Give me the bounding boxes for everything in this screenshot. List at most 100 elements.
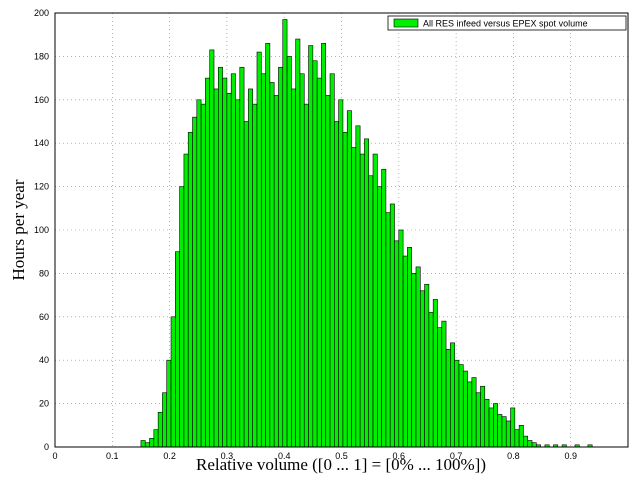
bar bbox=[329, 73, 335, 448]
plot-frame bbox=[54, 12, 629, 448]
bar bbox=[179, 186, 185, 448]
bar bbox=[334, 121, 339, 448]
x-tick-label: 0.2 bbox=[163, 451, 176, 461]
bar bbox=[510, 407, 516, 448]
legend-box bbox=[387, 15, 627, 31]
y-tick-label: 100 bbox=[34, 225, 49, 235]
bar bbox=[278, 66, 284, 448]
bar bbox=[260, 73, 266, 448]
bar bbox=[475, 392, 481, 448]
y-tick-label: 200 bbox=[34, 8, 49, 18]
bar bbox=[501, 416, 507, 448]
bar bbox=[381, 168, 387, 448]
x-tick-label: 0.4 bbox=[278, 451, 291, 461]
bar bbox=[282, 19, 288, 448]
x-tick-label: 0.8 bbox=[507, 451, 520, 461]
bar bbox=[299, 73, 305, 448]
bar bbox=[235, 99, 241, 448]
bar bbox=[484, 398, 490, 448]
bar bbox=[437, 327, 443, 448]
bar bbox=[196, 99, 202, 448]
bar bbox=[527, 440, 533, 448]
bar bbox=[295, 38, 301, 448]
bar bbox=[428, 312, 434, 448]
bar bbox=[175, 251, 180, 448]
bar bbox=[493, 403, 498, 448]
bar bbox=[230, 73, 236, 448]
y-tick-label: 20 bbox=[39, 399, 49, 409]
x-axis-label: Relative volume ([0 ... 1] = [0% ... 100… bbox=[196, 455, 486, 474]
bar bbox=[192, 116, 198, 448]
bar bbox=[170, 316, 176, 448]
bar bbox=[252, 103, 258, 448]
bar bbox=[248, 88, 253, 448]
bar bbox=[497, 414, 503, 448]
bar bbox=[488, 407, 494, 448]
bar bbox=[419, 290, 425, 448]
bar bbox=[432, 299, 438, 448]
bar bbox=[346, 110, 352, 448]
bar bbox=[308, 45, 314, 448]
y-tick-label: 180 bbox=[34, 51, 49, 61]
bar bbox=[467, 381, 473, 448]
bar bbox=[454, 359, 460, 448]
x-tick-label: 0 bbox=[52, 451, 57, 461]
bar bbox=[518, 424, 524, 448]
legend-swatch bbox=[393, 18, 419, 28]
bar bbox=[342, 132, 348, 448]
x-tick-label: 0.9 bbox=[564, 451, 577, 461]
bar bbox=[187, 132, 193, 448]
bar bbox=[471, 377, 477, 448]
bar bbox=[213, 88, 219, 448]
bar bbox=[183, 153, 189, 448]
bar bbox=[389, 203, 395, 448]
bar bbox=[157, 411, 163, 448]
bar bbox=[480, 385, 486, 448]
bar bbox=[273, 95, 279, 448]
x-tick-label: 0.5 bbox=[335, 451, 348, 461]
bar bbox=[209, 49, 215, 448]
y-tick-label: 0 bbox=[44, 442, 49, 452]
bar bbox=[265, 43, 271, 448]
bar bbox=[325, 95, 331, 448]
x-tick-label: 0.6 bbox=[393, 451, 406, 461]
bar bbox=[402, 255, 408, 448]
bar bbox=[505, 420, 511, 448]
y-tick-label: 60 bbox=[39, 312, 49, 322]
bar bbox=[269, 82, 275, 448]
bar bbox=[355, 125, 361, 448]
bar bbox=[411, 273, 417, 448]
bar bbox=[450, 342, 455, 448]
x-tick-label: 0.1 bbox=[106, 451, 119, 461]
bar bbox=[205, 77, 211, 448]
bar bbox=[359, 153, 365, 448]
bar bbox=[312, 60, 318, 448]
legend-label: All RES infeed versus EPEX spot volume bbox=[423, 19, 588, 29]
bar bbox=[166, 359, 172, 448]
bar bbox=[424, 283, 430, 448]
bar bbox=[462, 370, 468, 448]
bar bbox=[149, 438, 155, 448]
bar bbox=[514, 429, 520, 448]
bar bbox=[321, 43, 327, 448]
bar bbox=[226, 92, 232, 448]
y-axis-label: Hours per year bbox=[9, 179, 28, 280]
bar bbox=[140, 440, 146, 448]
bar bbox=[445, 349, 451, 448]
bar bbox=[200, 103, 206, 448]
bar bbox=[218, 66, 223, 448]
bar bbox=[303, 103, 309, 448]
bar bbox=[458, 364, 464, 448]
bar bbox=[351, 147, 357, 448]
bar bbox=[243, 121, 249, 448]
bar bbox=[394, 240, 400, 448]
bar bbox=[144, 442, 150, 448]
y-tick-label: 120 bbox=[34, 182, 49, 192]
bar bbox=[222, 77, 228, 448]
bar bbox=[441, 320, 447, 448]
bar bbox=[385, 212, 391, 448]
y-tick-label: 140 bbox=[34, 138, 49, 148]
bar bbox=[291, 88, 296, 448]
